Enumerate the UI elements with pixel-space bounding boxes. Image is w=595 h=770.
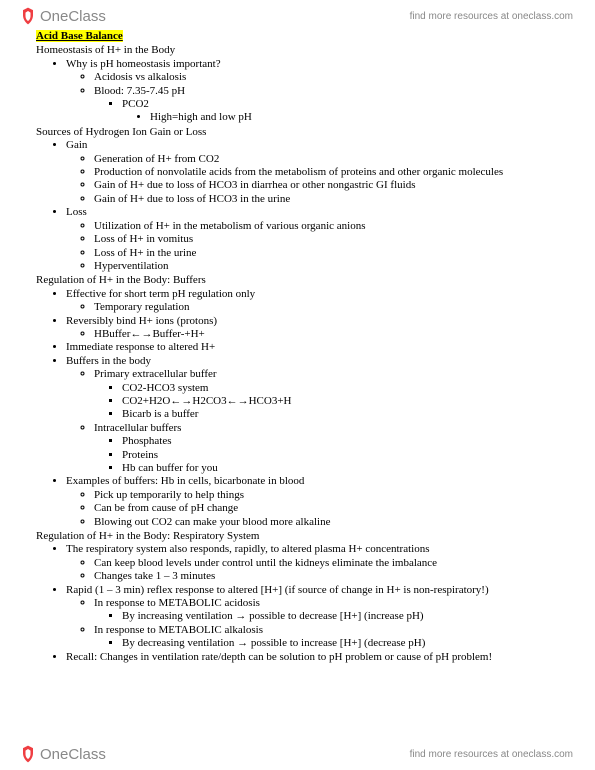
section-heading-4: Regulation of H+ in the Body: Respirator… [36, 530, 559, 543]
list-item: Primary extracellular buffer [94, 368, 559, 381]
list-item: Blood: 7.35-7.45 pH [94, 85, 559, 98]
brand-logo[interactable]: OneClass [18, 6, 106, 26]
doc-title: Acid Base Balance [36, 30, 123, 42]
logo-text: OneClass [40, 8, 106, 25]
list-item: By decreasing ventilation → possible to … [122, 637, 559, 650]
logo-icon [18, 744, 38, 764]
list-item: Generation of H+ from CO2 [94, 153, 559, 166]
list-item: Loss [66, 206, 559, 219]
list-item: Immediate response to altered H+ [66, 341, 559, 354]
list-item: Loss of H+ in vomitus [94, 233, 559, 246]
list-item: The respiratory system also responds, ra… [66, 543, 559, 556]
list-item: Effective for short term pH regulation o… [66, 288, 559, 301]
list-item: Recall: Changes in ventilation rate/dept… [66, 651, 559, 664]
list-item: Gain of H+ due to loss of HCO3 in diarrh… [94, 179, 559, 192]
list-item: Reversibly bind H+ ions (protons) [66, 315, 559, 328]
list-item: Gain [66, 139, 559, 152]
list-item: In response to METABOLIC alkalosis [94, 624, 559, 637]
section-heading-1: Homeostasis of H+ in the Body [36, 44, 559, 57]
list-item: Temporary regulation [94, 301, 559, 314]
list-item: Rapid (1 – 3 min) reflex response to alt… [66, 584, 559, 597]
list-item: Intracellular buffers [94, 422, 559, 435]
list-item: CO2-HCO3 system [122, 382, 559, 395]
section-heading-2: Sources of Hydrogen Ion Gain or Loss [36, 126, 559, 139]
list-item: Can keep blood levels under control unti… [94, 557, 559, 570]
list-item: HBuffer←→Buffer-+H+ [94, 328, 559, 341]
list-item: Hb can buffer for you [122, 462, 559, 475]
list-item: In response to METABOLIC acidosis [94, 597, 559, 610]
list-item: Bicarb is a buffer [122, 408, 559, 421]
list-item: Can be from cause of pH change [94, 502, 559, 515]
list-item: Gain of H+ due to loss of HCO3 in the ur… [94, 193, 559, 206]
list-item: Why is pH homeostasis important? [66, 58, 559, 71]
section-heading-3: Regulation of H+ in the Body: Buffers [36, 274, 559, 287]
document-content: Acid Base Balance Homeostasis of H+ in t… [0, 28, 595, 664]
list-item: High=high and low pH [150, 111, 559, 124]
logo-icon [18, 6, 38, 26]
list-item: By increasing ventilation → possible to … [122, 610, 559, 623]
list-item: Utilization of H+ in the metabolism of v… [94, 220, 559, 233]
header-tagline[interactable]: find more resources at oneclass.com [410, 11, 573, 22]
list-item: Phosphates [122, 435, 559, 448]
list-item: CO2+H2O←→H2CO3←→HCO3+H [122, 395, 559, 408]
footer: OneClass find more resources at oneclass… [0, 740, 595, 766]
list-item: Hyperventilation [94, 260, 559, 273]
list-item: Acidosis vs alkalosis [94, 71, 559, 84]
list-item: Blowing out CO2 can make your blood more… [94, 516, 559, 529]
list-item: Proteins [122, 449, 559, 462]
list-item: Loss of H+ in the urine [94, 247, 559, 260]
list-item: Examples of buffers: Hb in cells, bicarb… [66, 475, 559, 488]
list-item: Changes take 1 – 3 minutes [94, 570, 559, 583]
list-item: Pick up temporarily to help things [94, 489, 559, 502]
logo-text: OneClass [40, 746, 106, 763]
list-item: PCO2 [122, 98, 559, 111]
footer-tagline[interactable]: find more resources at oneclass.com [410, 749, 573, 760]
header: OneClass find more resources at oneclass… [0, 0, 595, 28]
list-item: Buffers in the body [66, 355, 559, 368]
list-item: Production of nonvolatile acids from the… [94, 166, 559, 179]
brand-logo-footer[interactable]: OneClass [18, 744, 106, 764]
